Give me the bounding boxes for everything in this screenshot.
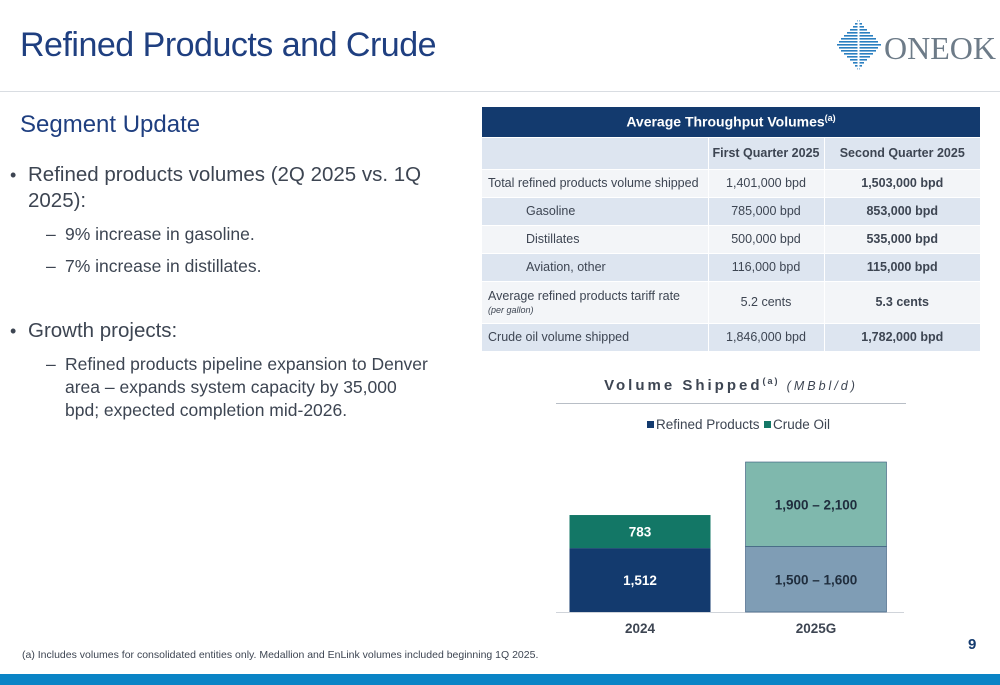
bar-segment	[745, 546, 887, 613]
oneok-logo: ONEOK	[836, 18, 996, 74]
row-q2-value: 1,782,000 bpd	[823, 322, 980, 351]
legend-swatch	[647, 421, 654, 428]
row-q2-value: 853,000 bpd	[823, 196, 980, 225]
row-q2-value: 535,000 bpd	[823, 224, 980, 253]
dash-icon: –	[46, 354, 56, 374]
row-sublabel: (per gallon)	[488, 305, 534, 315]
sub-bullet-item: – Refined products pipeline expansion to…	[10, 353, 430, 422]
bar-segment	[569, 548, 711, 612]
table-header-q1: First Quarter 2025	[707, 136, 824, 169]
sub-bullet-text: 9% increase in gasoline.	[65, 224, 255, 244]
row-q1-value: 5.2 cents	[707, 280, 824, 323]
chart-title-rule	[556, 403, 906, 404]
table-row: Average refined products tariff rate (pe…	[482, 280, 980, 323]
row-q1-value: 785,000 bpd	[707, 196, 824, 225]
x-tick-label: 2025G	[796, 621, 837, 636]
row-q1-value: 116,000 bpd	[707, 252, 824, 281]
x-tick-label: 2024	[625, 621, 656, 636]
bar-segment	[569, 515, 711, 549]
row-q2-value: 1,503,000 bpd	[823, 168, 980, 197]
oneok-diamond-icon	[837, 18, 881, 74]
table-header-row: First Quarter 2025 Second Quarter 2025	[482, 136, 980, 169]
bottom-accent-bar	[0, 674, 1000, 685]
bar-data-label: 783	[629, 525, 652, 540]
row-q2-value: 115,000 bpd	[823, 252, 980, 281]
bar-data-label: 1,900 – 2,100	[775, 497, 858, 512]
segment-bullets: • Refined products volumes (2Q 2025 vs. …	[10, 162, 460, 422]
row-label: Average refined products tariff rate	[488, 289, 681, 303]
legend-label: Refined Products	[656, 417, 760, 432]
table-header-blank	[482, 136, 708, 169]
bullet-dot-icon: •	[10, 165, 17, 185]
dash-icon: –	[46, 224, 56, 244]
table-row: Aviation, other 116,000 bpd 115,000 bpd	[482, 252, 980, 281]
row-label: Total refined products volume shipped	[482, 168, 708, 197]
table-header-q2: Second Quarter 2025	[823, 136, 980, 169]
table-caption-note: (a)	[824, 113, 836, 124]
legend-label: Crude Oil	[773, 417, 830, 432]
row-label: Crude oil volume shipped	[482, 322, 708, 351]
chart-title-text: Volume Shipped	[604, 377, 763, 394]
row-q1-value: 1,846,000 bpd	[707, 322, 824, 351]
legend-swatch	[764, 421, 771, 428]
row-q1-value: 500,000 bpd	[707, 224, 824, 253]
bar-data-label: 1,512	[623, 573, 657, 588]
row-q2-value: 5.3 cents	[823, 280, 980, 323]
row-q1-value: 1,401,000 bpd	[707, 168, 824, 197]
chart-title: Volume Shipped(a) (MBbl/d)	[556, 376, 906, 394]
segment-title: Segment Update	[20, 111, 201, 138]
row-label: Distillates	[482, 224, 708, 253]
table-caption: Average Throughput Volumes(a)	[482, 107, 980, 137]
bar-data-label: 1,500 – 1,600	[775, 572, 858, 587]
dash-icon: –	[46, 256, 56, 276]
row-label: Aviation, other	[482, 252, 708, 281]
row-label: Gasoline	[482, 196, 708, 225]
chart-unit: (MBbl/d)	[786, 379, 858, 393]
table-row: Total refined products volume shipped 1,…	[482, 168, 980, 197]
bullet-dot-icon: •	[10, 321, 17, 341]
throughput-table: Average Throughput Volumes(a) First Quar…	[482, 107, 980, 351]
sub-bullet-item: – 7% increase in distillates.	[10, 255, 460, 278]
sub-bullet-text: Refined products pipeline expansion to D…	[65, 354, 428, 420]
chart-title-note: (a)	[762, 376, 780, 386]
bar-segment	[745, 461, 887, 547]
table-row: Distillates 500,000 bpd 535,000 bpd	[482, 224, 980, 253]
bullet-text: Growth projects:	[28, 319, 178, 342]
page-number: 9	[968, 636, 977, 653]
volume-chart: Refined Products Crude Oil 1,512 783 2024 1,5…	[556, 417, 904, 636]
table-row: Gasoline 785,000 bpd 853,000 bpd	[482, 196, 980, 225]
bullet-text: Refined products volumes (2Q 2025 vs. 1Q…	[28, 163, 422, 212]
table-caption-text: Average Throughput Volumes	[626, 114, 825, 131]
bullet-item: • Growth projects:	[10, 318, 460, 344]
page-title: Refined Products and Crude	[20, 26, 437, 64]
table-row: Crude oil volume shipped 1,846,000 bpd 1…	[482, 322, 980, 351]
sub-bullet-item: – 9% increase in gasoline.	[10, 223, 460, 246]
sub-bullet-text: 7% increase in distillates.	[65, 256, 262, 276]
logo-wordmark: ONEOK	[884, 30, 996, 66]
row-label-group: Average refined products tariff rate (pe…	[482, 280, 708, 323]
bullet-item: • Refined products volumes (2Q 2025 vs. …	[10, 162, 460, 214]
header-divider	[0, 91, 1000, 92]
footnote: (a) Includes volumes for consolidated en…	[22, 649, 539, 661]
